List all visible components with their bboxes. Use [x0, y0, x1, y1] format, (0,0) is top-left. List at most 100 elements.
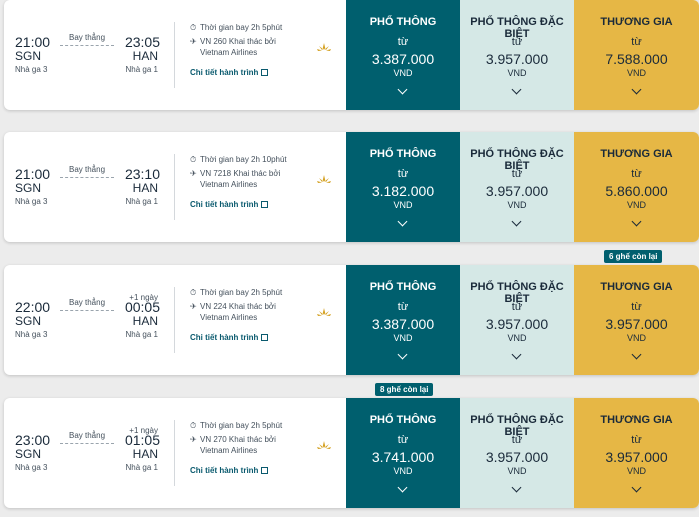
fare-from: từ — [631, 434, 642, 446]
external-link-icon — [261, 201, 269, 208]
flight-duration: Thời gian bay 2h 5phút — [200, 421, 283, 430]
flight-card: 23:00 Bay thẳng +1 ngày 01:05 SGN HAN Nh… — [4, 398, 699, 508]
fare-name: PHỔ THÔNG ĐẶC BIỆT — [470, 414, 564, 438]
flight-info: ⏱ Thời gian bay 2h 5phút ✈ VN 270 Khai t… — [190, 420, 340, 475]
fare-economy[interactable]: PHỔ THÔNG từ 3.182.000 VND — [346, 132, 460, 242]
flight-number-row: ✈ VN 7218 Khai thác bởi Vietnam Airlines — [190, 168, 302, 190]
plane-icon: ✈ — [190, 302, 197, 311]
flight-times: 21:00 Bay thẳng 23:05 SGN HAN Nhà ga 3 N… — [4, 0, 174, 110]
departure-terminal: Nhà ga 3 — [15, 330, 48, 339]
plane-icon: ✈ — [190, 37, 197, 46]
fare-from: từ — [511, 168, 523, 180]
route-type: Bay thẳng — [68, 298, 106, 307]
flight-number: VN 224 Khai thác bởi Vietnam Airlines — [200, 302, 276, 322]
fare-name: PHỔ THÔNG ĐẶC BIỆT — [470, 281, 564, 305]
arrival-terminal: Nhà ga 1 — [125, 65, 158, 74]
fare-name: PHỔ THÔNG — [369, 414, 437, 426]
seats-left-badge: 8 ghế còn lại — [375, 383, 434, 396]
fare-name: PHỔ THÔNG — [369, 148, 437, 160]
seats-left-badge: 6 ghế còn lại — [604, 250, 663, 263]
itinerary-details-link[interactable]: Chi tiết hành trình — [190, 333, 340, 342]
fare-economy[interactable]: PHỔ THÔNG từ 3.387.000 VND — [346, 265, 460, 375]
route-type: Bay thẳng — [68, 33, 106, 42]
fare-currency: VND — [507, 68, 527, 78]
chevron-down-icon — [397, 482, 408, 493]
fare-name: PHỔ THÔNG ĐẶC BIỆT — [470, 148, 564, 172]
fare-price: 3.957.000 — [605, 316, 668, 332]
chevron-down-icon — [397, 216, 408, 227]
itinerary-details-link[interactable]: Chi tiết hành trình — [190, 466, 340, 475]
departure-airport: SGN — [15, 447, 42, 461]
fare-price: 3.957.000 — [485, 51, 549, 67]
fare-from: từ — [631, 301, 642, 313]
fare-name: PHỔ THÔNG — [369, 281, 437, 293]
itinerary-details-link[interactable]: Chi tiết hành trình — [190, 68, 340, 77]
departure-time: 21:00 — [15, 166, 51, 182]
fare-from: từ — [397, 168, 409, 180]
fare-currency: VND — [507, 200, 527, 210]
fare-currency: VND — [626, 68, 646, 78]
fare-price: 7.588.000 — [605, 51, 668, 67]
arrival-terminal: Nhà ga 1 — [125, 197, 158, 206]
fare-from: từ — [631, 36, 642, 48]
fare-premium-economy[interactable]: PHỔ THÔNG ĐẶC BIỆT từ 3.957.000 VND — [460, 0, 574, 110]
arrival-terminal: Nhà ga 1 — [125, 463, 158, 472]
departure-terminal: Nhà ga 3 — [15, 65, 48, 74]
fare-economy[interactable]: PHỔ THÔNG từ 3.387.000 VND — [346, 0, 460, 110]
external-link-icon — [261, 334, 269, 341]
arrival-time: 00:05 — [124, 299, 160, 315]
chevron-down-icon — [511, 84, 522, 95]
departure-terminal: Nhà ga 3 — [15, 463, 48, 472]
duration-row: ⏱ Thời gian bay 2h 5phút — [190, 22, 340, 33]
fare-business[interactable]: THƯƠNG GIA từ 5.860.000 VND — [574, 132, 699, 242]
flight-card: 22:00 Bay thẳng +1 ngày 00:05 SGN HAN Nh… — [4, 265, 699, 375]
flight-times: 23:00 Bay thẳng +1 ngày 01:05 SGN HAN Nh… — [4, 398, 174, 508]
fare-currency: VND — [626, 466, 646, 476]
fare-business[interactable]: THƯƠNG GIA từ 7.588.000 VND — [574, 0, 699, 110]
chevron-down-icon — [511, 482, 522, 493]
arrival-airport: HAN — [132, 49, 158, 63]
fare-price: 3.957.000 — [485, 183, 549, 199]
arrival-airport: HAN — [132, 181, 158, 195]
fare-premium-economy[interactable]: PHỔ THÔNG ĐẶC BIỆT từ 3.957.000 VND — [460, 398, 574, 508]
fare-from: từ — [397, 36, 409, 48]
fare-from: từ — [511, 36, 523, 48]
fare-currency: VND — [507, 333, 527, 343]
itinerary-details-label: Chi tiết hành trình — [190, 466, 259, 475]
stopwatch-icon: ⏱ — [190, 421, 197, 430]
fare-business[interactable]: THƯƠNG GIA từ 3.957.000 VND — [574, 398, 699, 508]
fare-name: THƯƠNG GIA — [600, 281, 673, 293]
fare-business[interactable]: THƯƠNG GIA từ 3.957.000 VND — [574, 265, 699, 375]
arrival-time: 23:05 — [124, 34, 160, 50]
itinerary-details-label: Chi tiết hành trình — [190, 68, 259, 77]
chevron-down-icon — [631, 216, 641, 227]
route-type: Bay thẳng — [68, 165, 106, 174]
arrival-airport: HAN — [132, 447, 158, 461]
fare-economy[interactable]: PHỔ THÔNG từ 3.741.000 VND — [346, 398, 460, 508]
plane-icon: ✈ — [190, 435, 197, 444]
fare-from: từ — [397, 434, 409, 446]
fare-price: 3.957.000 — [605, 449, 668, 465]
chevron-down-icon — [397, 84, 408, 95]
flight-number: VN 270 Khai thác bởi Vietnam Airlines — [200, 435, 276, 455]
fare-premium-economy[interactable]: PHỔ THÔNG ĐẶC BIỆT từ 3.957.000 VND — [460, 132, 574, 242]
flight-number: VN 7218 Khai thác bởi Vietnam Airlines — [200, 169, 281, 189]
route-line — [60, 443, 114, 444]
fare-currency: VND — [626, 200, 646, 210]
departure-terminal: Nhà ga 3 — [15, 197, 48, 206]
chevron-down-icon — [631, 349, 641, 360]
lotus-logo-icon — [317, 441, 331, 449]
departure-airport: SGN — [15, 49, 42, 63]
arrival-time: 23:10 — [124, 166, 160, 182]
fare-price: 3.387.000 — [371, 51, 435, 67]
flight-times: 22:00 Bay thẳng +1 ngày 00:05 SGN HAN Nh… — [4, 265, 174, 375]
fare-name: THƯƠNG GIA — [600, 148, 673, 160]
chevron-down-icon — [631, 84, 641, 95]
flight-times: 21:00 Bay thẳng 23:10 SGN HAN Nhà ga 3 N… — [4, 132, 174, 242]
fare-from: từ — [511, 434, 523, 446]
itinerary-details-link[interactable]: Chi tiết hành trình — [190, 200, 340, 209]
fare-premium-economy[interactable]: PHỔ THÔNG ĐẶC BIỆT từ 3.957.000 VND — [460, 265, 574, 375]
flight-number: VN 260 Khai thác bởi Vietnam Airlines — [200, 37, 276, 57]
departure-airport: SGN — [15, 181, 42, 195]
fare-currency: VND — [507, 466, 527, 476]
